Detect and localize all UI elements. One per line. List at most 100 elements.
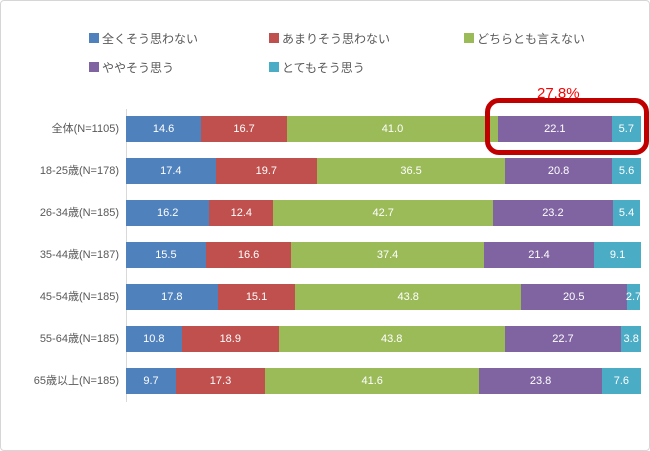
bar-value-label: 20.8: [547, 165, 570, 177]
bar-value-label: 3.8: [623, 333, 639, 345]
bar-segment: 16.2: [126, 200, 210, 226]
bar-segment: 37.4: [291, 242, 484, 268]
legend-label: あまりそう思わない: [282, 31, 391, 46]
bar-value-label: 19.7: [255, 165, 278, 177]
bar-segment: 43.8: [278, 326, 505, 352]
bar-segment: 7.6: [601, 368, 641, 394]
legend-label: どちらとも言えない: [477, 31, 586, 46]
bar-value-label: 16.2: [157, 207, 179, 219]
bar-track: 17.8 15.1 43.8 20.5 2.7: [126, 284, 641, 310]
bar-value-label: 7.6: [613, 375, 630, 387]
bar-segment: 42.7: [273, 200, 494, 226]
bar-value-label: 23.8: [529, 375, 552, 387]
chart-row: 18-25歳(N=178) 17.4 19.7 36.5 20.8 5.6: [1, 158, 649, 184]
bar-segment: 43.8: [295, 284, 521, 310]
bar-value-label: 42.7: [372, 207, 394, 219]
bar-value-label: 36.5: [400, 165, 422, 177]
bar-segment: 17.3: [175, 368, 266, 394]
bar-segment: 16.6: [205, 242, 292, 268]
bar-value-label: 5.6: [618, 165, 635, 177]
bar-track: 9.7 17.3 41.6 23.8 7.6: [126, 368, 641, 394]
bar-segment: 17.8: [126, 284, 218, 310]
bar-value-label: 10.8: [143, 333, 165, 345]
legend-item: 全くそう思わない: [89, 31, 199, 46]
bar-segment: 17.4: [126, 158, 216, 184]
legend-label: 全くそう思わない: [102, 31, 199, 46]
bar-segment: 23.2: [493, 200, 613, 226]
chart-row: 26-34歳(N=185) 16.2 12.4 42.7 23.2 5.4: [1, 200, 649, 226]
bar-value-label: 20.5: [563, 291, 585, 303]
bar-track: 17.4 19.7 36.5 20.8 5.6: [126, 158, 641, 184]
chart-row: 35-44歳(N=187) 15.5 16.6 37.4 21.4 9.1: [1, 242, 649, 268]
bar-segment: 10.8: [126, 326, 182, 352]
bar-segment: 21.4: [483, 242, 595, 268]
bar-value-label: 14.6: [152, 123, 175, 135]
legend-swatch-icon: [269, 33, 279, 43]
bar-value-label: 17.4: [160, 165, 182, 177]
bar-value-label: 37.4: [376, 249, 399, 261]
legend-item: あまりそう思わない: [269, 31, 391, 46]
bar-value-label: 9.1: [609, 249, 626, 261]
bar-value-label: 15.1: [245, 291, 268, 303]
bar-segment: 5.6: [612, 158, 641, 184]
category-label: 65歳以上(N=185): [33, 375, 119, 387]
bar-value-label: 17.8: [161, 291, 183, 303]
legend-swatch-icon: [269, 62, 279, 72]
legend-swatch-icon: [89, 33, 99, 43]
bar-value-label: 17.3: [209, 375, 232, 387]
bar-value-label: 22.7: [552, 333, 574, 345]
bar-segment: 20.5: [520, 284, 627, 310]
bar-segment: 19.7: [215, 158, 318, 184]
category-label: 35-44歳(N=187): [39, 249, 119, 261]
bar-segment: 20.8: [505, 158, 613, 184]
legend-item: とてもそう思う: [269, 60, 365, 75]
bar-segment: 41.6: [265, 368, 480, 394]
bar-segment: 5.7: [611, 116, 641, 142]
bar-segment: 41.0: [287, 116, 498, 142]
bar-segment: 22.7: [504, 326, 622, 352]
bar-segment: 15.1: [217, 284, 296, 310]
bar-value-label: 12.4: [230, 207, 253, 219]
bar-segment: 3.8: [621, 326, 641, 352]
bar-value-label: 43.8: [397, 291, 419, 303]
bar-value-label: 41.6: [361, 375, 383, 387]
bar-value-label: 21.4: [528, 249, 550, 261]
bar-value-label: 5.7: [618, 123, 634, 135]
bar-segment: 14.6: [126, 116, 202, 142]
category-label: 45-54歳(N=185): [39, 291, 119, 303]
legend-item: どちらとも言えない: [464, 31, 586, 46]
bar-value-label: 2.7: [625, 291, 642, 303]
bar-segment: 2.7: [625, 284, 642, 310]
bar-segment: 18.9: [181, 326, 279, 352]
bar-segment: 23.8: [479, 368, 602, 394]
bar-segment: 12.4: [209, 200, 274, 226]
chart-row: 65歳以上(N=185) 9.7 17.3 41.6 23.8 7.6: [1, 368, 649, 394]
bar-segment: 15.5: [126, 242, 206, 268]
legend-swatch-icon: [89, 62, 99, 72]
legend-swatch-icon: [464, 33, 474, 43]
category-label: 全体(N=1105): [51, 123, 119, 135]
legend-label: とてもそう思う: [282, 60, 365, 75]
category-label: 18-25歳(N=178): [39, 165, 119, 177]
bar-segment: 5.4: [612, 200, 641, 226]
legend-label: ややそう思う: [102, 60, 175, 75]
bar-value-label: 18.9: [219, 333, 241, 345]
bar-value-label: 43.8: [381, 333, 403, 345]
bar-track: 14.6 16.7 41.0 22.1 5.7: [126, 116, 641, 142]
category-label: 26-34歳(N=185): [39, 207, 119, 219]
chart-row: 全体(N=1105) 14.6 16.7 41.0 22.1 5.7: [1, 116, 649, 142]
bar-segment: 9.7: [126, 368, 176, 394]
bar-track: 16.2 12.4 42.7 23.2 5.4: [126, 200, 641, 226]
bar-value-label: 23.2: [542, 207, 564, 219]
bar-value-label: 15.5: [155, 249, 177, 261]
bar-segment: 16.7: [201, 116, 288, 142]
legend-item: ややそう思う: [89, 60, 175, 75]
category-label: 55-64歳(N=185): [39, 333, 119, 345]
bar-segment: 22.1: [497, 116, 612, 142]
bar-value-label: 16.6: [237, 249, 260, 261]
bar-segment: 9.1: [594, 242, 641, 268]
bar-value-label: 22.1: [544, 123, 566, 135]
bar-value-label: 5.4: [618, 207, 635, 219]
bar-value-label: 41.0: [381, 123, 404, 135]
